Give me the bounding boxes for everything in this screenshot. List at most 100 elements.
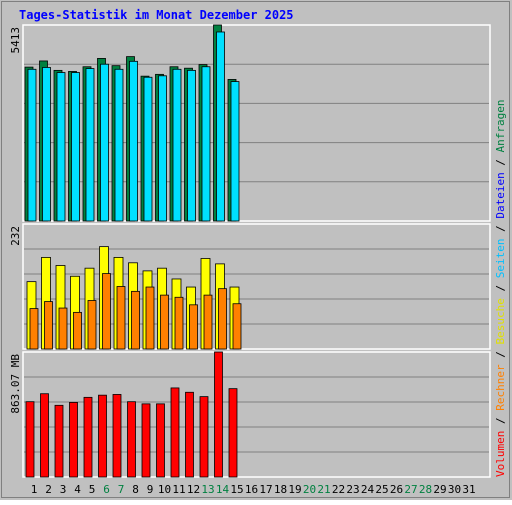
x-tick-label: 25 <box>375 483 388 496</box>
y-max-label: 5413 <box>9 27 22 54</box>
x-tick-label: 18 <box>274 483 287 496</box>
bar-dateien <box>201 66 211 222</box>
x-tick-label: 4 <box>74 483 81 496</box>
bar-rechner <box>232 303 242 350</box>
x-tick-label: 14 <box>216 483 230 496</box>
panel-frame <box>22 351 491 478</box>
bar-dateien <box>143 76 153 222</box>
bar-dateien <box>230 81 240 222</box>
x-tick-label: 10 <box>158 483 171 496</box>
legend-part: Anfragen <box>494 99 507 152</box>
legend-part: / <box>494 278 507 298</box>
x-tick-label: 24 <box>361 483 375 496</box>
bar-volumen <box>112 394 122 478</box>
bar-volumen <box>156 403 165 478</box>
bar-volumen <box>214 351 223 478</box>
bar-rechner <box>73 311 82 350</box>
bar-volumen <box>25 401 35 478</box>
x-tick-label: 27 <box>404 483 417 496</box>
x-tick-label: 22 <box>332 483 345 496</box>
panel-pages-visits-hosts: 232 <box>9 223 491 350</box>
bar-rechner <box>145 286 155 350</box>
x-tick-label: 19 <box>288 483 301 496</box>
legend-part: Dateien <box>494 172 507 218</box>
x-tick-label: 8 <box>132 483 139 496</box>
right-legend: Volumen / Rechner / Besuche / Seiten / D… <box>494 99 507 477</box>
x-tick-label: 29 <box>433 483 446 496</box>
x-tick-label: 7 <box>118 483 125 496</box>
x-tick-label: 16 <box>245 483 258 496</box>
bar-dateien <box>187 69 196 222</box>
bar-dateien <box>216 31 225 222</box>
bar-rechner <box>58 307 68 350</box>
x-tick-label: 28 <box>419 483 432 496</box>
x-tick-label: 30 <box>448 483 461 496</box>
x-tick-label: 21 <box>317 483 330 496</box>
x-tick-label: 2 <box>45 483 52 496</box>
bar-rechner <box>29 308 39 350</box>
legend-part: / <box>494 411 507 431</box>
bar-volumen <box>83 396 93 478</box>
legend-part: Seiten <box>494 239 507 279</box>
bar-volumen <box>98 394 107 478</box>
legend-part: Rechner <box>494 364 507 411</box>
bar-dateien <box>129 60 138 222</box>
bar-dateien <box>56 72 66 222</box>
bar-rechner <box>116 286 126 350</box>
bar-rechner <box>174 296 184 350</box>
x-tick-label: 11 <box>172 483 185 496</box>
bar-volumen <box>54 404 64 478</box>
x-tick-label: 3 <box>60 483 67 496</box>
x-tick-label: 13 <box>201 483 214 496</box>
legend-part: / <box>494 219 507 239</box>
bar-volumen <box>40 393 49 478</box>
bar-dateien <box>71 72 80 222</box>
x-axis-labels: 1 2 3 4 5 6 7 8 9 10 11 12 13 14 15 16 17 18 19 20 21 22 23 24 2… <box>31 483 476 496</box>
bar-volumen <box>69 402 78 478</box>
bar-volumen <box>127 401 136 478</box>
x-tick-label: 1 <box>31 483 38 496</box>
x-tick-label: 23 <box>346 483 359 496</box>
bar-volumen <box>170 387 180 478</box>
x-tick-label: 9 <box>147 483 154 496</box>
bar-dateien <box>158 75 167 222</box>
y-max-label: 232 <box>9 226 22 246</box>
bar-rechner <box>218 288 227 350</box>
bar-rechner <box>102 273 111 350</box>
chart-title: Tages-Statistik im Monat Dezember 2025 <box>19 8 294 22</box>
bar-volumen <box>185 391 194 478</box>
bar-rechner <box>87 300 97 350</box>
bar-dateien <box>85 68 95 222</box>
bar-dateien <box>100 63 109 222</box>
x-tick-label: 17 <box>259 483 272 496</box>
legend-part: Besuche <box>494 298 507 344</box>
bar-rechner <box>189 304 198 350</box>
bar-dateien <box>172 68 182 222</box>
legend-part: / <box>494 345 507 365</box>
bar-rechner <box>131 290 140 350</box>
panel-volume: 863.07 MB <box>9 351 491 478</box>
panel-hits-files: 5413 <box>9 24 491 222</box>
x-tick-label: 31 <box>462 483 475 496</box>
chart-outer-frame <box>1 1 510 498</box>
x-tick-label: 6 <box>103 483 110 496</box>
bar-rechner <box>203 294 213 350</box>
x-tick-label: 12 <box>187 483 200 496</box>
bar-dateien <box>27 68 37 222</box>
x-tick-label: 15 <box>230 483 243 496</box>
bar-dateien <box>114 68 124 222</box>
legend-part: / <box>494 152 507 172</box>
x-tick-label: 26 <box>390 483 403 496</box>
legend-text: Volumen / Rechner / Besuche / Seiten / D… <box>494 99 507 477</box>
bar-dateien <box>42 67 51 222</box>
bar-volumen <box>141 403 151 478</box>
x-tick-label: 5 <box>89 483 96 496</box>
bar-volumen <box>199 396 209 478</box>
chart-panels: 5413 232 863.07 MB <box>9 24 491 478</box>
bar-rechner <box>160 294 169 350</box>
y-max-label: 863.07 MB <box>9 354 22 414</box>
bar-rechner <box>44 301 53 350</box>
x-tick-label: 20 <box>303 483 316 496</box>
